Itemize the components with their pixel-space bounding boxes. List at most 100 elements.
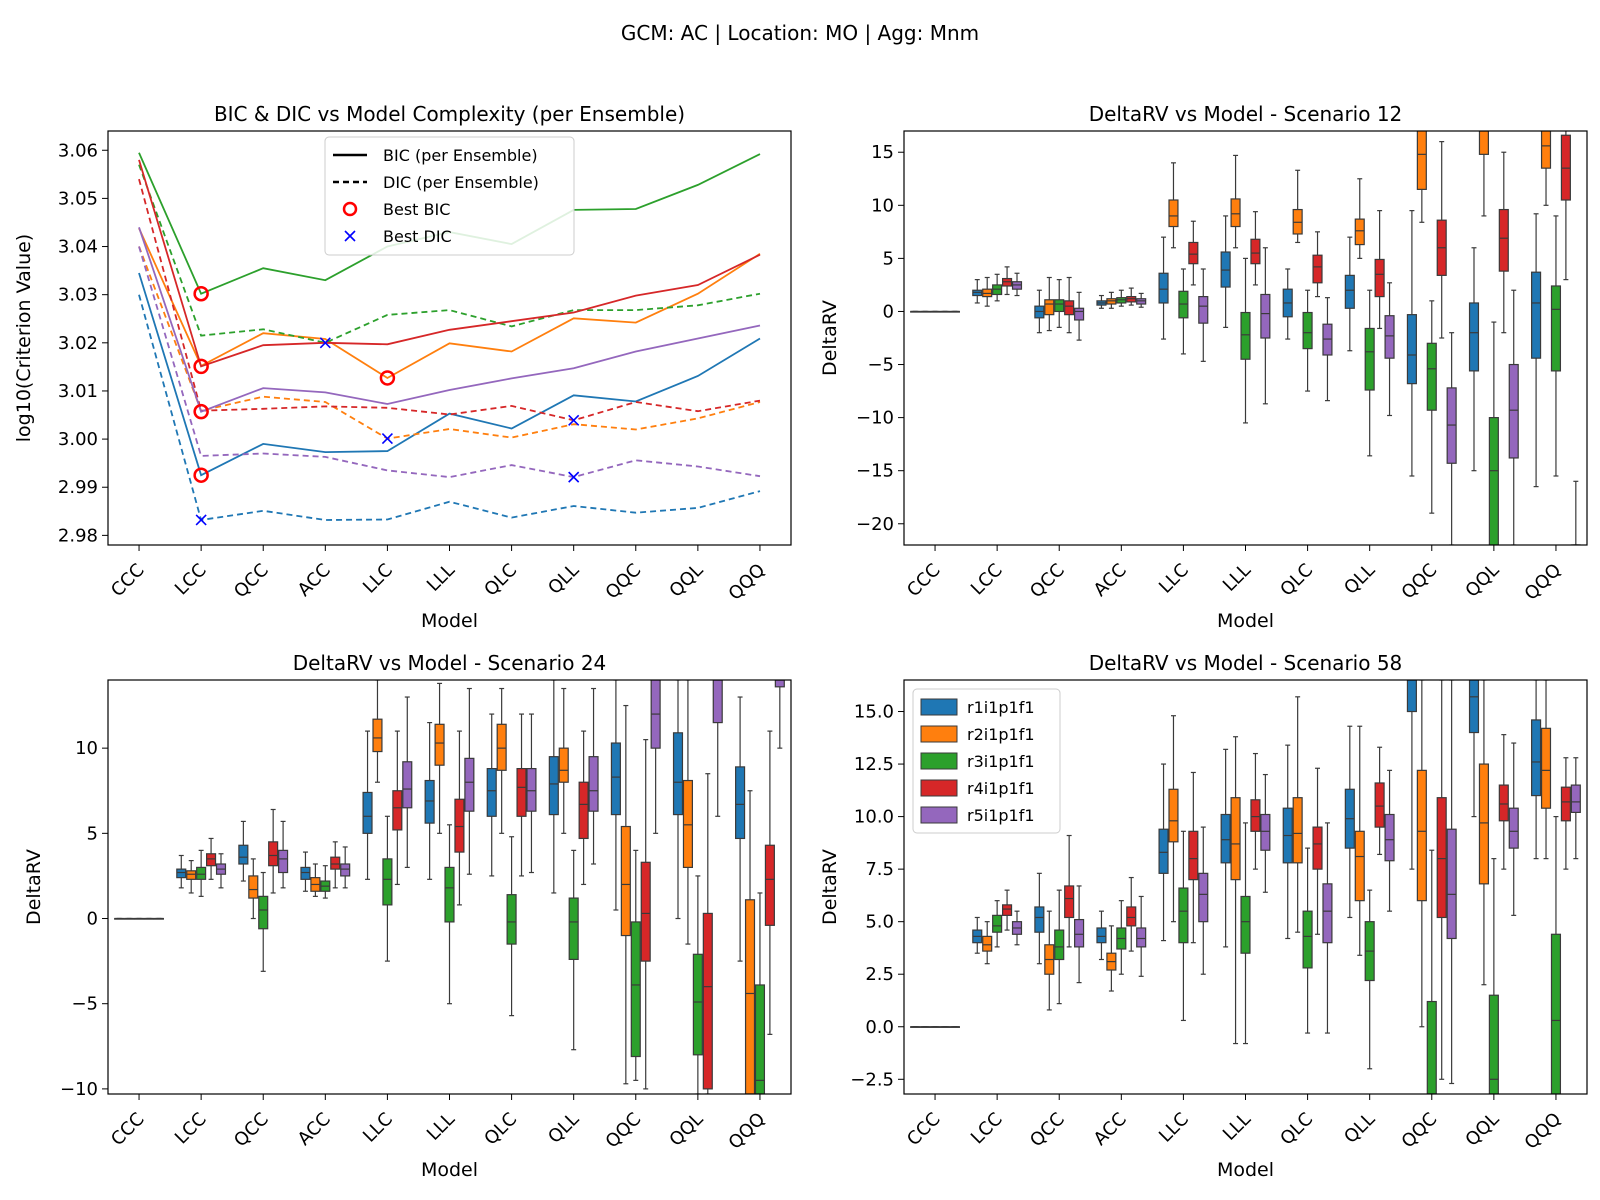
x-tick-label: LLC [1155,560,1193,598]
legend-label: r3i1p1f1 [967,752,1035,771]
x-tick-label: ACC [294,560,335,601]
box-iqr [1312,826,1323,870]
legend: BIC (per Ensemble) DIC (per Ensemble) Best… [324,136,575,256]
box-iqr [744,899,756,1094]
legend-swatch [920,806,958,824]
box-iqr [1064,300,1075,316]
box-iqr [1374,782,1385,828]
x-axis-label: Model [1217,1159,1274,1181]
y-axis-label: DeltaRV [819,300,841,376]
x-tick-label: LLL [1219,560,1255,596]
box-iqr [682,779,693,869]
y-tick-label: −10 [856,408,894,429]
box-iqr [1540,131,1552,169]
y-tick-label: 5 [87,823,98,844]
y-tick-label: 5.0 [865,912,894,933]
box-iqr [1416,769,1427,902]
y-tick-label: 3.05 [58,188,98,209]
y-tick-label: 2.5 [865,964,894,985]
x-tick-label: QQQ [725,560,770,605]
box-iqr [1488,994,1499,1094]
box-iqr [1508,363,1519,459]
box-iqr [1354,218,1365,246]
box-iqr [1260,293,1271,339]
box-iqr [1468,302,1480,372]
panel-title: DeltaRV vs Model - Scenario 58 [1089,651,1403,675]
box-iqr [1550,933,1562,1094]
y-tick-label: 10 [871,195,894,216]
x-tick-label: LLL [1219,1109,1255,1145]
legend-label: Best DIC [383,227,452,246]
panel-scenario-24: DeltaRV vs Model - Scenario 24 Model Del… [23,651,792,1181]
box-iqr [1188,241,1199,265]
box-iqr [1560,786,1571,822]
legend-swatch [920,779,958,797]
y-tick-label: 10 [75,738,98,759]
legend-circle-marker [342,201,358,217]
box-iqr [1488,417,1499,545]
y-tick-label: 3.03 [58,285,98,306]
box-iqr [548,756,559,816]
best-bic-marker [193,403,209,420]
legend-label: r2i1p1f1 [967,725,1035,744]
box-iqr [300,866,311,880]
axes-frame [903,130,1588,546]
box-iqr [362,791,373,834]
box-iqr [1136,927,1147,948]
box-iqr [1292,797,1303,864]
box-iqr [1240,895,1251,954]
x-tick-label: CCC [107,560,149,602]
box-iqr [1406,680,1417,713]
box-iqr [712,680,723,724]
box-iqr [1416,131,1427,190]
axes-frame [107,679,792,1095]
box-iqr [176,868,187,879]
y-tick-label: −2.5 [850,1069,894,1090]
y-tick-label: −5 [71,994,98,1015]
x-tick-label: LCC [967,1109,1007,1149]
panel-title: DeltaRV vs Model - Scenario 12 [1089,102,1403,126]
box-iqr [1188,830,1199,881]
best-dic-marker [381,433,393,445]
box-iqr [568,897,579,961]
dic-series-line [138,164,761,344]
best-bic-marker [193,285,209,302]
box-iqr [630,921,641,1058]
box-iqr [578,781,589,840]
box-iqr [1478,763,1489,885]
y-tick-label: −5 [867,355,894,376]
y-tick-label: 15.0 [854,702,894,723]
x-tick-label: CCC [903,560,945,602]
x-tick-label: QQL [1461,1109,1503,1151]
box-iqr [1168,788,1179,843]
box-iqr [1364,327,1375,391]
box-iqr [1168,199,1179,228]
box-iqr [1322,883,1333,944]
x-tick-label: QCC [1026,1109,1069,1152]
box-iqr [1498,784,1509,822]
box-iqr [206,853,217,867]
x-tick-label: QQQ [1521,560,1566,605]
box-iqr [610,742,621,816]
box-iqr [1044,299,1055,316]
figure-suptitle: GCM: AC | Location: MO | Agg: Mnm [621,21,979,45]
best-bic-marker [193,467,209,483]
box-iqr [372,718,383,753]
box-iqr [588,756,599,812]
box-iqr [1436,797,1447,919]
box-iqr [1312,254,1323,284]
legend: r1i1p1f1 r2i1p1f1 r3i1p1f1 r4i1p1f1 r5i1p1f1 [912,688,1061,834]
box-iqr [444,866,455,923]
box-iqr [258,895,269,930]
y-tick-label: 3.04 [58,237,98,258]
box-iqr [464,757,475,812]
panel-bic-dic: BIC & DIC vs Model Complexity (per Ensem… [13,102,792,632]
x-tick-label: QCC [230,1109,273,1152]
y-tick-label: 2.99 [58,477,98,498]
y-tick-label: 0.0 [865,1017,894,1038]
box-iqr [1531,719,1542,797]
box-iqr [1250,799,1261,832]
box-iqr [1198,296,1209,324]
box-iqr [330,856,341,870]
